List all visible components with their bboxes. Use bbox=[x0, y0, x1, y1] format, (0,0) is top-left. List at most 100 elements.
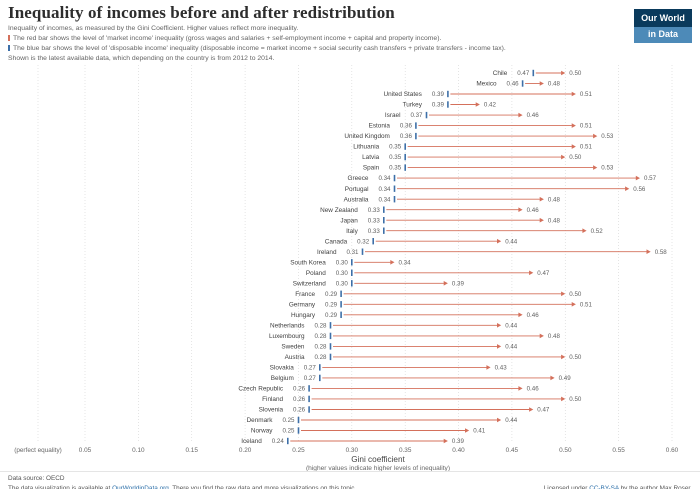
svg-text:0.34: 0.34 bbox=[378, 186, 391, 193]
svg-text:0.30: 0.30 bbox=[336, 270, 349, 277]
country-row: United Kingdom 0.36 0.53 bbox=[344, 132, 614, 140]
svg-text:0.44: 0.44 bbox=[505, 344, 518, 351]
svg-text:0.34: 0.34 bbox=[399, 259, 412, 266]
svg-text:South Korea: South Korea bbox=[290, 259, 326, 266]
svg-text:Germany: Germany bbox=[289, 301, 316, 308]
disposable-income-legend-text: The blue bar shows the level of 'disposa… bbox=[13, 45, 506, 52]
svg-text:0.51: 0.51 bbox=[580, 91, 593, 98]
svg-text:Netherlands: Netherlands bbox=[270, 322, 304, 329]
svg-text:0.24: 0.24 bbox=[272, 438, 285, 445]
chart-area: (perfect equality) 0.05 0.10 0.15 0.20 0.25 0.… bbox=[0, 65, 700, 471]
svg-text:Denmark: Denmark bbox=[247, 417, 274, 424]
svg-text:0.15: 0.15 bbox=[185, 447, 198, 454]
svg-text:0.50: 0.50 bbox=[559, 447, 572, 454]
svg-text:0.46: 0.46 bbox=[527, 207, 540, 214]
market-income-swatch-icon bbox=[8, 35, 10, 41]
country-row: Latvia 0.35 0.50 bbox=[362, 153, 582, 161]
svg-text:Austria: Austria bbox=[285, 354, 305, 361]
country-row: Finland 0.26 0.50 bbox=[262, 395, 582, 403]
svg-text:0.25: 0.25 bbox=[292, 447, 305, 454]
data-source: Data source: OECD bbox=[8, 475, 65, 482]
country-row: Slovenia 0.26 0.47 bbox=[259, 406, 550, 414]
svg-text:0.45: 0.45 bbox=[506, 447, 519, 454]
svg-text:0.05: 0.05 bbox=[79, 447, 92, 454]
country-row: Japan 0.33 0.48 bbox=[340, 217, 561, 224]
country-row: Canada 0.32 0.44 bbox=[325, 238, 518, 245]
svg-text:0.28: 0.28 bbox=[314, 322, 327, 329]
svg-text:0.29: 0.29 bbox=[325, 301, 338, 308]
country-row: Austria 0.28 0.50 bbox=[285, 353, 582, 361]
owid-logo[interactable]: Our World in Data bbox=[634, 9, 692, 43]
svg-text:0.40: 0.40 bbox=[452, 447, 465, 454]
svg-text:0.46: 0.46 bbox=[507, 81, 520, 88]
svg-text:France: France bbox=[295, 291, 315, 298]
svg-text:0.39: 0.39 bbox=[432, 91, 445, 98]
svg-text:0.37: 0.37 bbox=[410, 112, 423, 119]
svg-text:0.32: 0.32 bbox=[357, 238, 370, 245]
availability-pre: The data visualization is available at bbox=[8, 484, 113, 489]
svg-text:0.28: 0.28 bbox=[314, 333, 327, 340]
svg-text:Turkey: Turkey bbox=[403, 102, 423, 109]
svg-text:Latvia: Latvia bbox=[362, 154, 379, 161]
owid-link[interactable]: OurWorldinData.org bbox=[112, 484, 169, 489]
availability-note: The data visualization is available at O… bbox=[8, 485, 356, 489]
market-income-legend: The red bar shows the level of 'market i… bbox=[8, 35, 700, 44]
svg-text:0.50: 0.50 bbox=[569, 396, 582, 403]
svg-text:Czech Republic: Czech Republic bbox=[238, 386, 284, 393]
svg-text:Portugal: Portugal bbox=[345, 186, 369, 193]
country-row: Australia 0.34 0.48 bbox=[344, 196, 561, 203]
country-row: Ireland 0.31 0.58 bbox=[317, 248, 667, 256]
svg-text:0.31: 0.31 bbox=[346, 249, 359, 256]
svg-text:0.46: 0.46 bbox=[527, 312, 540, 319]
svg-text:Australia: Australia bbox=[344, 196, 369, 203]
svg-text:Belgium: Belgium bbox=[271, 375, 294, 382]
license-link[interactable]: CC-BY-SA bbox=[589, 484, 619, 489]
svg-text:0.35: 0.35 bbox=[389, 165, 402, 172]
svg-text:0.52: 0.52 bbox=[591, 228, 604, 235]
svg-text:Sweden: Sweden bbox=[281, 344, 305, 351]
country-row: Spain 0.35 0.53 bbox=[363, 164, 614, 172]
svg-text:Israel: Israel bbox=[385, 112, 401, 119]
svg-text:(perfect equality): (perfect equality) bbox=[14, 447, 62, 454]
country-row: United States 0.39 0.51 bbox=[384, 90, 593, 98]
svg-text:Hungary: Hungary bbox=[291, 312, 316, 319]
country-row: Switzerland 0.30 0.39 bbox=[293, 280, 465, 287]
svg-text:0.34: 0.34 bbox=[378, 196, 391, 203]
svg-text:Mexico: Mexico bbox=[476, 81, 497, 88]
country-row: Belgium 0.27 0.49 bbox=[271, 374, 571, 382]
svg-text:Finland: Finland bbox=[262, 396, 283, 403]
country-row: New Zealand 0.33 0.46 bbox=[320, 206, 540, 214]
svg-text:Poland: Poland bbox=[306, 270, 326, 277]
svg-text:0.35: 0.35 bbox=[389, 144, 402, 151]
x-axis-note: (higher values indicate higher levels of… bbox=[306, 465, 450, 471]
country-row: Hungary 0.29 0.46 bbox=[291, 311, 540, 319]
country-row: Norway 0.25 0.41 bbox=[251, 427, 486, 435]
availability-post: . There you find the raw data and more v… bbox=[168, 484, 357, 489]
svg-text:0.46: 0.46 bbox=[527, 112, 540, 119]
country-row: Mexico 0.46 0.48 bbox=[476, 80, 561, 88]
svg-text:Lithuania: Lithuania bbox=[353, 144, 379, 151]
subtitle-line: Inequality of incomes, as measured by th… bbox=[8, 25, 299, 32]
svg-text:0.29: 0.29 bbox=[325, 312, 338, 319]
chart-footer: Data source: OECD The data visualization… bbox=[0, 471, 700, 489]
svg-text:0.51: 0.51 bbox=[580, 123, 593, 130]
country-row: Turkey 0.39 0.42 bbox=[403, 101, 497, 109]
country-row: Poland 0.30 0.47 bbox=[306, 269, 550, 277]
svg-text:0.50: 0.50 bbox=[569, 70, 582, 77]
svg-text:0.30: 0.30 bbox=[346, 447, 359, 454]
footer-row: The data visualization is available at O… bbox=[8, 485, 692, 489]
svg-text:0.50: 0.50 bbox=[569, 154, 582, 161]
license-post: by the author Max Roser. bbox=[618, 484, 692, 489]
svg-text:0.43: 0.43 bbox=[495, 365, 508, 372]
country-row: Slovakia 0.27 0.43 bbox=[270, 364, 508, 372]
svg-text:0.35: 0.35 bbox=[389, 154, 402, 161]
subtitle-note: Shown is the latest available data, whic… bbox=[8, 55, 275, 62]
country-row: Portugal 0.34 0.56 bbox=[345, 185, 646, 193]
svg-text:Switzerland: Switzerland bbox=[293, 280, 326, 287]
svg-text:0.28: 0.28 bbox=[314, 354, 327, 361]
svg-text:United States: United States bbox=[384, 91, 422, 98]
svg-text:Slovenia: Slovenia bbox=[259, 407, 284, 414]
svg-text:0.48: 0.48 bbox=[548, 333, 561, 340]
svg-text:Estonia: Estonia bbox=[369, 123, 391, 130]
svg-text:0.34: 0.34 bbox=[378, 175, 391, 182]
